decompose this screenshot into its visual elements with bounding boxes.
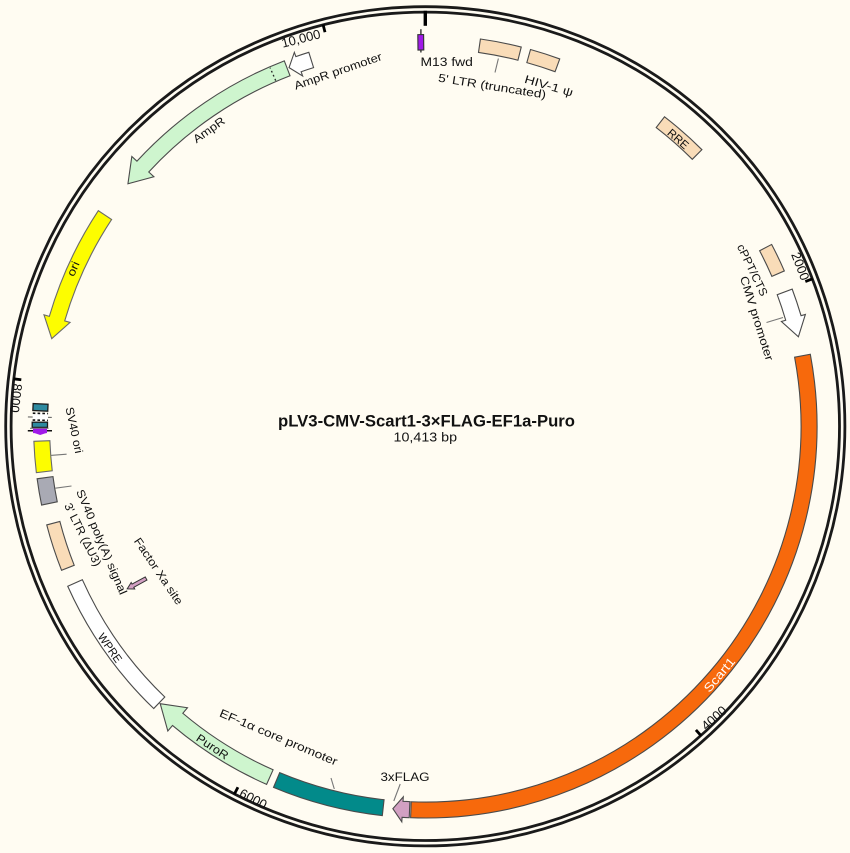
svg-text:pLV3-CMV-Scart1-3×FLAG-EF1a-Pu: pLV3-CMV-Scart1-3×FLAG-EF1a-Puro (278, 412, 575, 431)
svg-text:8000: 8000 (7, 383, 25, 413)
svg-text:ori: ori (66, 260, 83, 279)
svg-text:10,413 bp: 10,413 bp (394, 430, 458, 445)
svg-text:M13 fwd: M13 fwd (421, 57, 473, 69)
svg-text:3xFLAG: 3xFLAG (381, 772, 430, 784)
